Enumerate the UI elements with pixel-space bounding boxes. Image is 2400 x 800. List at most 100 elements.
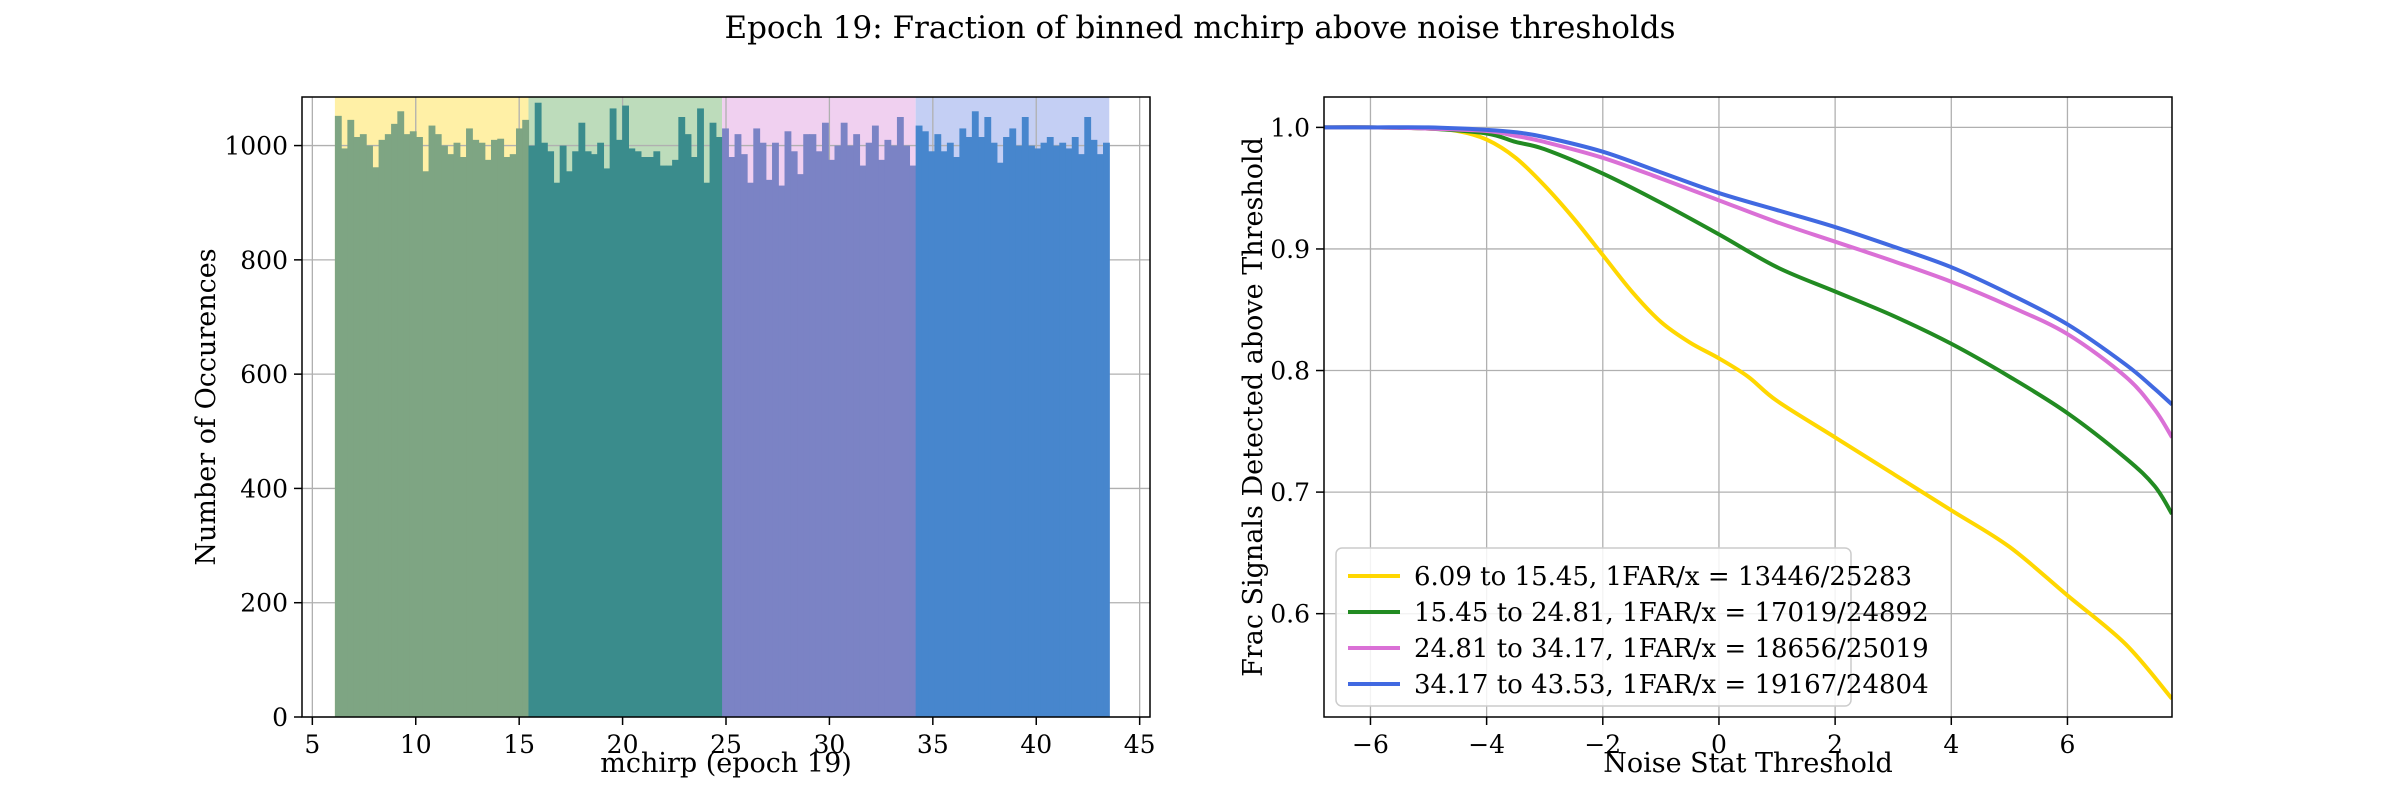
histogram-bar [1078, 154, 1085, 718]
histogram-bar [1003, 137, 1010, 717]
histogram-bar [353, 137, 361, 717]
histogram-y-axis-label: Number of Occurences [191, 248, 222, 565]
histogram-bar [334, 115, 342, 718]
y-tick-label: 0.9 [1270, 235, 1310, 264]
threshold-axes-frame [1323, 96, 2173, 718]
histogram-bar [790, 151, 798, 718]
histogram-bar [1103, 142, 1110, 717]
x-tick-label: −2 [1584, 730, 1621, 759]
histogram-bar [672, 159, 679, 717]
histogram-bar [978, 137, 985, 717]
histogram-bar [1065, 148, 1073, 717]
histogram-bar [1009, 128, 1017, 717]
histogram-bar [690, 157, 698, 717]
histogram-bar [640, 157, 648, 717]
histogram-bar [759, 142, 767, 717]
histogram-bar [709, 122, 717, 717]
histogram-bar [403, 134, 411, 718]
histogram-bar [753, 128, 761, 717]
histogram-bar [628, 148, 636, 717]
histogram-bar [572, 151, 580, 718]
histogram-bar [409, 131, 417, 718]
histogram-bar [665, 165, 673, 718]
histogram-bar [703, 182, 711, 717]
histogram-bar [903, 145, 911, 718]
x-tick-label: −6 [1352, 730, 1389, 759]
x-tick-label: 10 [400, 730, 432, 759]
histogram-bar [428, 125, 436, 718]
histogram-panel: 5 10 15 20 25 30 35 40 45 0 200 400 600 800 1000 mchir… [191, 96, 1156, 779]
histogram-bar [697, 108, 704, 717]
histogram-bar [534, 102, 542, 717]
histogram-bar [865, 142, 873, 717]
histogram-bar [1084, 117, 1092, 717]
legend-label-2: 24.81 to 34.17, 1FAR/x = 18656/25019 [1414, 634, 1929, 664]
histogram-bar [953, 157, 960, 717]
histogram-bar [416, 137, 423, 717]
histogram-bar [578, 122, 586, 717]
histogram-bar [921, 131, 929, 718]
y-tick-label: 0.7 [1270, 478, 1310, 507]
histogram-bar [522, 119, 530, 718]
histogram-bar [959, 128, 967, 717]
legend-box [1335, 547, 1852, 707]
series-line-3 [1324, 125, 2172, 407]
histogram-bar [659, 165, 667, 718]
histogram-bar [491, 139, 498, 717]
threshold-legend: 6.09 to 15.45, 1FAR/x = 13446/25283 15.45… [1335, 547, 1929, 707]
histogram-bar [821, 122, 829, 717]
histogram-bar [878, 159, 886, 717]
y-tick-label: 1.0 [1270, 113, 1310, 142]
histogram-bar [540, 142, 548, 717]
histogram-bar [946, 142, 954, 717]
x-tick-label: 20 [607, 730, 639, 759]
histogram-bar [728, 157, 736, 717]
threshold-x-axis-label: Noise Stat Threshold [1603, 748, 1893, 779]
histogram-bar [553, 182, 561, 717]
histogram-bar [597, 142, 605, 717]
histogram-bar [678, 117, 686, 717]
y-tick-label: 600 [240, 360, 288, 389]
x-tick-label: 15 [503, 730, 535, 759]
x-tick-label: 40 [1020, 730, 1052, 759]
histogram-bar [1059, 142, 1067, 717]
histogram-bar [940, 151, 948, 718]
histogram-bar [503, 157, 511, 717]
histogram-bar [834, 145, 842, 718]
histogram-bar [434, 134, 442, 718]
histogram-bar [797, 174, 804, 718]
histogram-bar [896, 117, 904, 717]
histogram-bar [828, 159, 836, 717]
histogram-bar [634, 151, 642, 718]
threshold-ticks: −6 −4 −2 0 2 4 6 0.6 0.7 0.8 0.9 1.0 [1270, 113, 2075, 759]
histogram-bar [815, 151, 823, 718]
x-tick-label: 5 [304, 730, 320, 759]
histogram-bar [559, 145, 567, 718]
histogram-bar [740, 154, 748, 718]
series-line-0 [1324, 125, 2172, 701]
histogram-bar [466, 128, 473, 717]
y-tick-label: 800 [240, 246, 288, 275]
histogram-x-axis-label: mchirp (epoch 19) [600, 748, 852, 779]
histogram-bar [853, 134, 861, 718]
histogram-bar [772, 142, 779, 717]
histogram-bar [647, 157, 654, 717]
histogram-bar [497, 138, 505, 717]
histogram-bar [1046, 137, 1054, 717]
y-tick-label: 0 [272, 703, 288, 732]
histogram-bar [928, 151, 935, 718]
histogram-bar [734, 134, 742, 718]
histogram-bar [846, 145, 854, 718]
histogram-bar [765, 179, 773, 717]
x-tick-label: 0 [1711, 730, 1727, 759]
histogram-bar [1040, 142, 1048, 717]
histogram-bar [378, 139, 386, 717]
histogram-bar [653, 151, 661, 718]
histogram-bar [384, 134, 392, 718]
histogram-bar [341, 148, 348, 717]
histogram-bar [447, 154, 455, 718]
histogram-bar [840, 122, 848, 717]
histogram-bar [453, 142, 461, 717]
figure-title: Epoch 19: Fraction of binned mchirp abov… [724, 10, 1675, 46]
histogram-bar [803, 134, 811, 718]
